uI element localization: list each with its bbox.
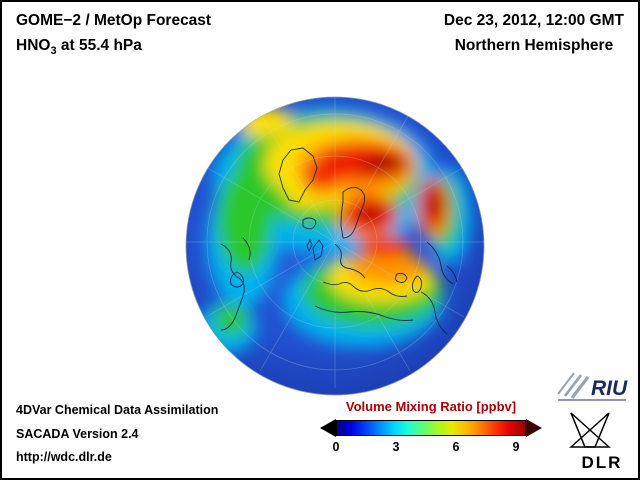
colorbar-scale: [320, 419, 542, 437]
colorbar-tick-9: 9: [512, 440, 520, 454]
datetime-text: Dec 23, 2012, 12:00 GMT: [443, 12, 624, 29]
plot-datetime-block: Dec 23, 2012, 12:00 GMT Northern Hemisph…: [444, 13, 624, 62]
colorbar-gradient: [336, 420, 526, 436]
title-line2: HNO3 at 55.4 hPa: [16, 36, 211, 57]
riu-logo-text: RIU: [591, 377, 628, 400]
colorbar-tick-3: 3: [392, 440, 400, 454]
credits-block: 4DVar Chemical Data Assimilation SACADA …: [16, 403, 218, 474]
credit-line-url: http://wdc.dlr.de: [16, 450, 112, 464]
title-line1: GOME−2 / MetOp Forecast: [16, 12, 212, 29]
credit-line-assimilation: 4DVar Chemical Data Assimilation: [16, 403, 219, 417]
colorbar-overflow-arrow-icon: [526, 419, 542, 437]
formula-prefix: HNO: [16, 36, 51, 54]
plot-title-block: GOME−2 / MetOp Forecast HNO3 at 55.4 hPa: [16, 13, 211, 66]
formula-subscript: 3: [50, 44, 57, 57]
riu-logo: RIU: [557, 372, 628, 401]
mixing-ratio-field: [197, 107, 471, 354]
colorbar-tick-0: 0: [332, 440, 340, 454]
coastlines: [220, 147, 458, 335]
dlr-logo-text: DLR: [582, 453, 623, 472]
region-text: Northern Hemisphere: [454, 36, 614, 54]
colorbar-title: Volume Mixing Ratio [ppbv]: [345, 399, 517, 414]
colorbar-tick-6: 6: [452, 440, 460, 454]
dlr-wings-icon: [569, 412, 611, 448]
colorbar-tick-labels: 0 3 6 9: [320, 440, 542, 455]
riu-swoosh-icon: [557, 372, 590, 399]
credit-line-version: SACADA Version 2.4: [16, 426, 139, 441]
graticule: [186, 97, 484, 388]
hemisphere-globe: [185, 96, 485, 396]
formula-suffix: at 55.4 hPa: [56, 36, 142, 54]
dlr-logo: DLR: [569, 412, 623, 472]
colorbar-underflow-arrow-icon: [320, 419, 336, 437]
colorbar: Volume Mixing Ratio [ppbv] 0 3 6 9: [320, 399, 542, 455]
